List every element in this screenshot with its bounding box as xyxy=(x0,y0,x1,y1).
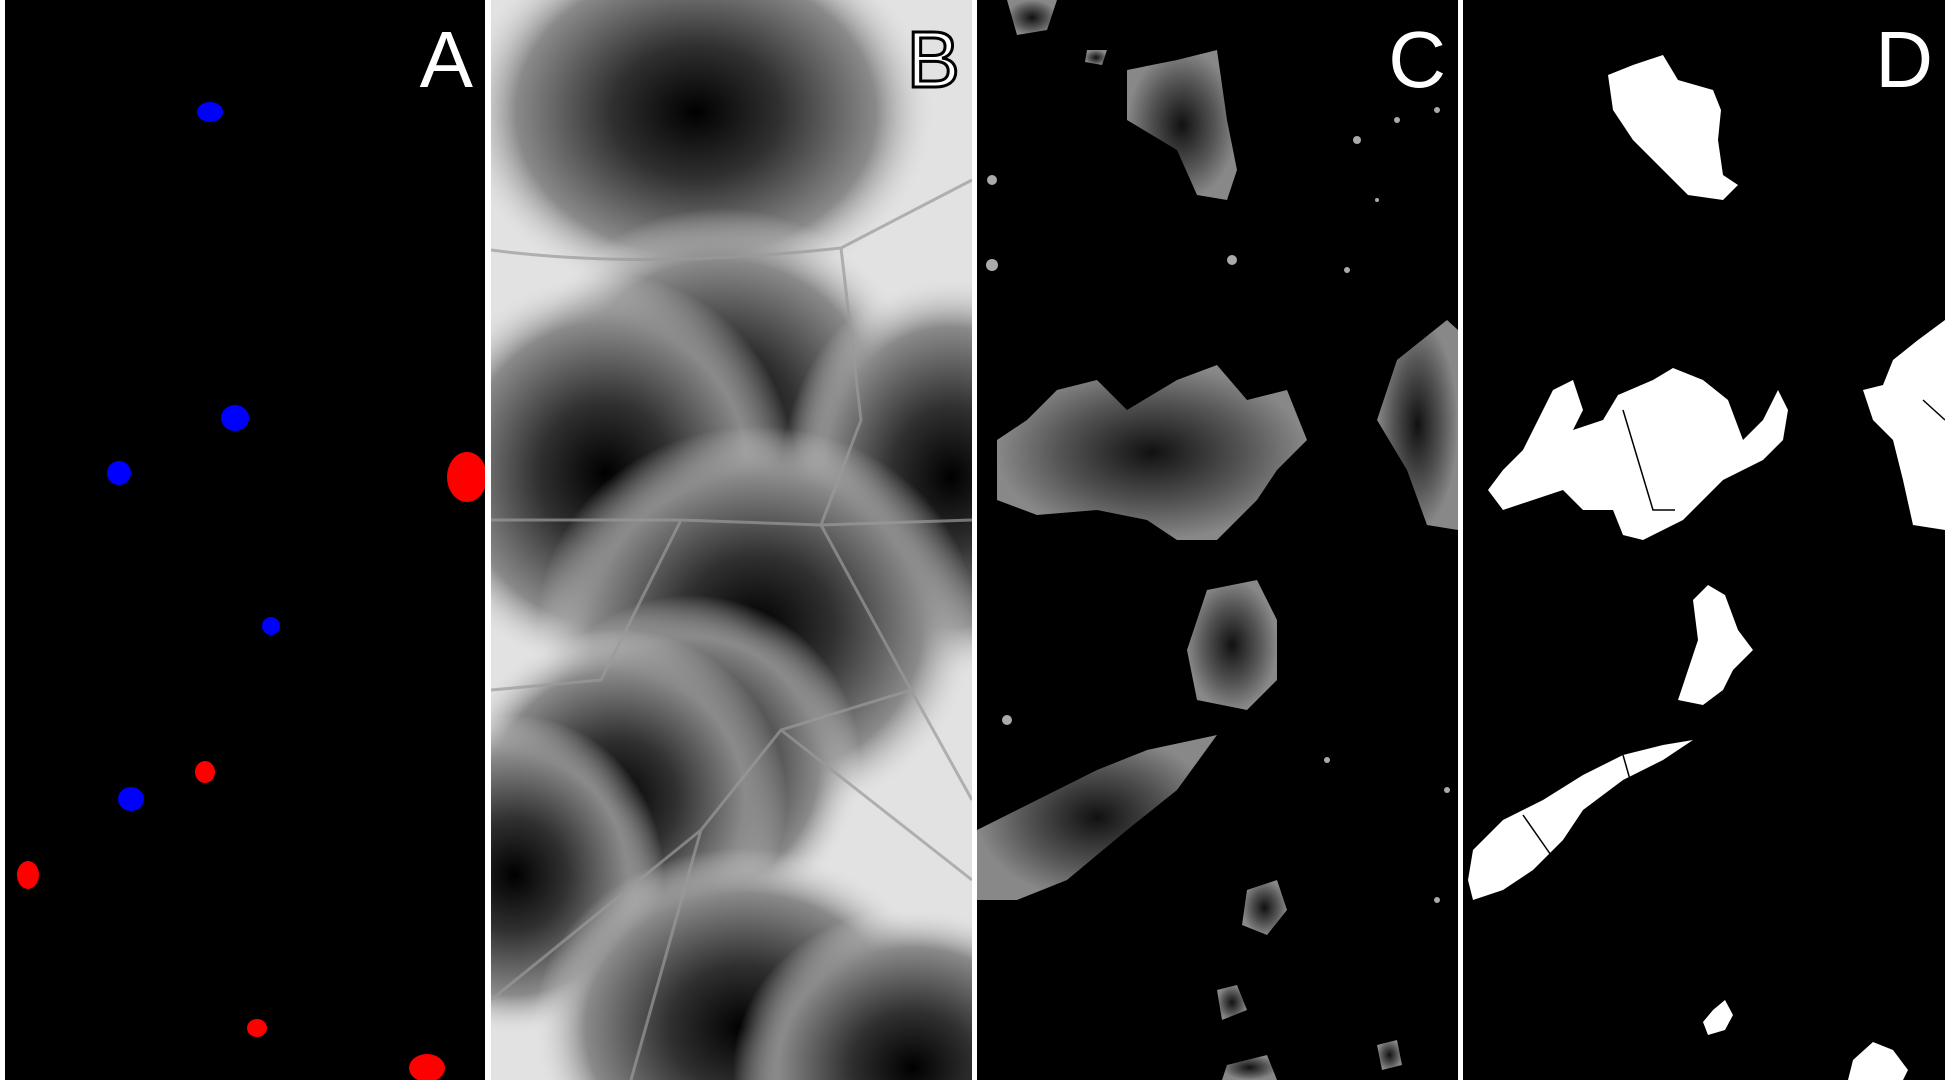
blue-marker xyxy=(197,102,223,122)
panel-a-image xyxy=(5,0,485,1080)
panel-a: A xyxy=(5,0,485,1080)
red-marker xyxy=(195,761,215,783)
red-markers xyxy=(17,452,485,1080)
panel-c-image xyxy=(977,0,1458,1080)
split-lines xyxy=(1522,399,1945,859)
blue-marker xyxy=(118,787,144,811)
panel-label: B xyxy=(905,15,961,104)
segment xyxy=(1678,585,1753,705)
blue-marker xyxy=(262,617,280,635)
masked-regions xyxy=(977,0,1458,1080)
blue-marker xyxy=(221,405,249,431)
segment xyxy=(1863,320,1945,530)
panel-label: A xyxy=(419,15,473,104)
watershed-ridges xyxy=(491,178,972,1080)
segmented-objects xyxy=(1468,55,1945,1080)
panel-label: C xyxy=(1388,15,1446,104)
panel-d: D xyxy=(1463,0,1945,1080)
panel-b: B xyxy=(491,0,972,1080)
speckles xyxy=(986,107,1450,903)
panel-d-image xyxy=(1463,0,1945,1080)
blue-markers xyxy=(107,102,280,811)
red-marker xyxy=(447,452,485,502)
panel-c: C xyxy=(977,0,1458,1080)
distance-basins xyxy=(491,0,972,1080)
red-marker xyxy=(17,861,39,889)
segment xyxy=(1468,740,1693,900)
blue-marker xyxy=(107,461,131,485)
red-marker xyxy=(409,1054,445,1080)
panel-b-image xyxy=(491,0,972,1080)
panel-label: D xyxy=(1875,15,1933,104)
segment xyxy=(1608,55,1738,200)
segment xyxy=(1703,1000,1733,1035)
segment xyxy=(1848,1042,1908,1080)
segment xyxy=(1488,368,1788,540)
red-marker xyxy=(247,1019,267,1037)
